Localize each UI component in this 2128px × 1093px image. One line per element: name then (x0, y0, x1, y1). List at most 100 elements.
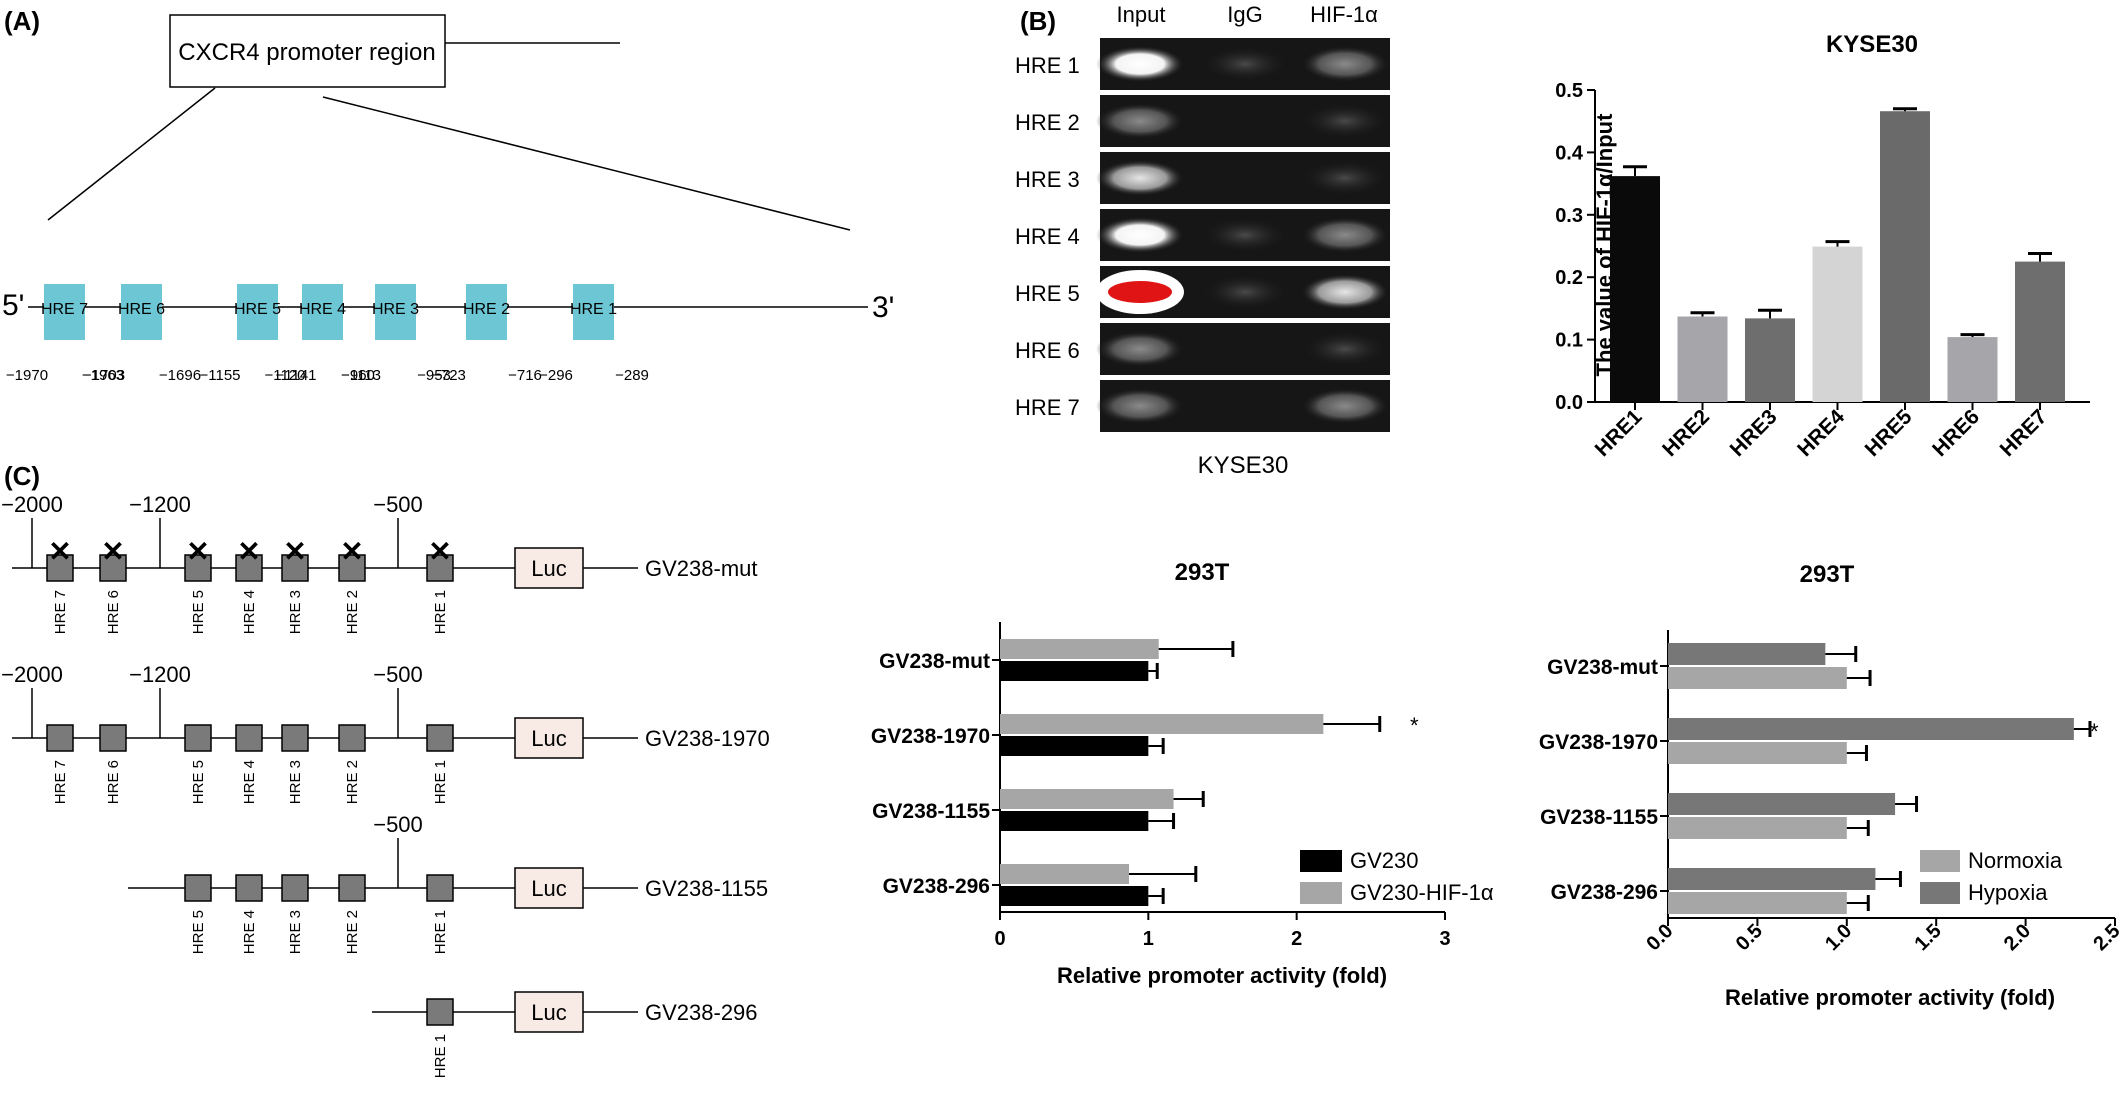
construct-hre-label: HRE 5 (190, 590, 207, 634)
hif-chart-bar (1000, 789, 1174, 809)
hre-box-label: HRE 5 (234, 301, 281, 318)
gel-band (1301, 103, 1389, 139)
gel-band (1096, 160, 1184, 196)
lane-header-input: Input (1117, 2, 1166, 27)
hre-box-group: HRE 7 −1970 −1963 HRE 6 −1703 −1696 HRE 5 −1155… (6, 284, 649, 384)
hif-chart-bar (1000, 811, 1149, 831)
hypoxia-chart-bar (1668, 667, 1847, 689)
construct-name: GV238-1970 (645, 726, 770, 751)
kyse30-xtick-label: HRE4 (1793, 405, 1849, 461)
gel-band (1301, 388, 1389, 424)
construct-hre-label: HRE 2 (344, 760, 361, 804)
construct-hre-box (46, 724, 74, 752)
hypoxia-chart-bar (1668, 643, 1826, 665)
hif-chart-bar (1000, 736, 1149, 756)
kyse30-bar (1947, 337, 1998, 402)
construct-hre-label: HRE 7 (52, 760, 69, 804)
hypoxia-chart-significance-star: * (2090, 719, 2099, 744)
zoom-line-left (47, 87, 216, 221)
hypoxia-chart-legend: Normoxia Hypoxia (1920, 848, 2063, 905)
construct-hre-label: HRE 7 (52, 590, 69, 634)
construct-hre-box (281, 724, 309, 752)
hre-box-label: HRE 6 (118, 301, 165, 318)
panel-b-label: (B) (1020, 6, 1056, 36)
hre-coord-end: −1113 (341, 367, 381, 384)
hif-chart-bar (1000, 639, 1159, 659)
kyse30-xtick-label: HRE2 (1658, 405, 1714, 461)
hif-chart-bars: GV238-mut GV238-1970 * GV238-1155 GV238-296 (871, 639, 1419, 906)
gel-band (1096, 217, 1184, 253)
construct-hre-label: HRE 3 (287, 760, 304, 804)
hypoxia-chart-xtick-label: 1.0 (1821, 920, 1856, 955)
hre-box-label: HRE 1 (570, 301, 617, 318)
hypoxia-chart-xtick-label: 0.5 (1732, 920, 1767, 955)
hypoxia-chart-bar (1668, 742, 1847, 764)
construct-hre-box (426, 724, 454, 752)
kyse30-ytick-label: 0.0 (1555, 392, 1583, 414)
lane-header-igg: IgG (1227, 2, 1262, 27)
construct-marker-label: −2000 (1, 662, 63, 687)
construct-marker-label: −500 (373, 812, 423, 837)
luc-box (514, 991, 584, 1033)
construct-hre-label: HRE 4 (241, 910, 258, 954)
luc-box (514, 547, 584, 589)
hre-coord-end: −716 (508, 367, 542, 384)
kyse30-xtick-label: HRE5 (1861, 405, 1917, 461)
hif-chart-category-label: GV238-mut (879, 650, 990, 673)
gel-band (1301, 46, 1389, 82)
hif-chart-bar (1000, 661, 1149, 681)
mutation-x-icon: ✕ (340, 536, 363, 567)
kyse30-bar (1677, 316, 1728, 402)
hre-box (375, 284, 416, 340)
construct-hre-label: HRE 3 (287, 910, 304, 954)
gel-band (1096, 103, 1184, 139)
hre-coord-start: −1120 (264, 367, 305, 384)
construct-hre-label: HRE 3 (287, 590, 304, 634)
hif-chart-xtick-label: 3 (1439, 928, 1450, 950)
construct-hre-label: HRE 1 (432, 760, 449, 804)
hypoxia-chart-category-label: GV238-1970 (1539, 731, 1658, 754)
construct-name: GV238-1155 (645, 876, 768, 901)
mutation-x-icon: ✕ (48, 536, 71, 567)
hre-coord-start: −1970 (6, 367, 48, 384)
kyse30-ytick-label: 0.2 (1555, 267, 1583, 289)
luc-label: Luc (531, 1000, 566, 1025)
legend-label-gv230: GV230 (1350, 848, 1419, 873)
kyse30-bar (1880, 111, 1930, 402)
construct-hre-box (426, 998, 454, 1026)
hif-chart-xtick-label: 1 (1143, 928, 1154, 950)
hypoxia-chart-bar (1668, 793, 1896, 815)
hif-chart-bar (1000, 886, 1149, 906)
lane-header-hif: HIF-1α (1310, 2, 1378, 27)
construct-hre-box (281, 874, 309, 902)
gel-band (1301, 331, 1389, 367)
hif-chart-bar (1000, 864, 1130, 884)
panel-a-label: (A) (4, 6, 40, 36)
construct-hre-box (184, 874, 212, 902)
legend-label-hypoxia: Hypoxia (1968, 880, 2048, 905)
kyse30-ytick-label: 0.3 (1555, 205, 1583, 227)
hypoxia-chart-bar (1668, 718, 2074, 740)
kyse30-bar (1812, 246, 1863, 402)
hre-coord-start: −296 (539, 367, 573, 384)
kyse30-xtick-label: HRE6 (1928, 405, 1984, 461)
promoter-region-box (169, 14, 446, 88)
kyse30-bars (1610, 107, 2065, 402)
construct-hre-label: HRE 2 (344, 590, 361, 634)
construct-hre-label: HRE 6 (105, 760, 122, 804)
gel-band (1096, 331, 1184, 367)
construct-name: GV238-mut (645, 556, 758, 581)
construct-hre-box (281, 554, 309, 582)
hre-coord-start: −723 (432, 367, 466, 384)
legend-swatch-gv230 (1300, 850, 1342, 872)
hypoxia-chart-category-label: GV238-1155 (1540, 806, 1658, 829)
hre-box (237, 284, 278, 340)
construct-hre-box (338, 724, 366, 752)
luc-label: Luc (531, 876, 566, 901)
gel-band (1096, 388, 1184, 424)
kyse30-ytick-label: 0.5 (1555, 80, 1583, 102)
hif-chart-category-label: GV238-1970 (871, 725, 990, 748)
hypoxia-chart-bar (1668, 817, 1847, 839)
construct-hre-box (235, 554, 263, 582)
